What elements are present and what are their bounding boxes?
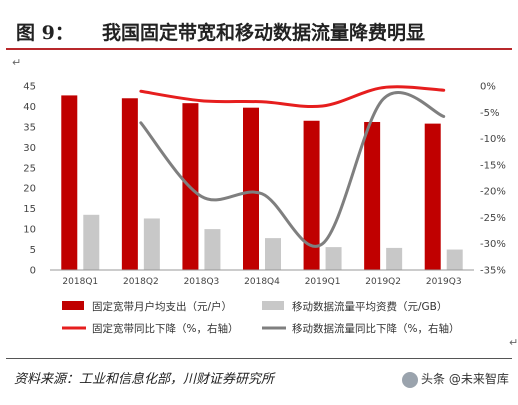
line-series-path (139, 85, 446, 109)
figure-title: 我国固定带宽和移动数据流量降费明显 (102, 22, 426, 44)
left-y-axis: 0 5 10 15 20 25 30 35 40 45 (23, 82, 36, 277)
source-note: 资料来源：工业和信息化部，川财证券研究所 (14, 372, 275, 387)
source-divider (6, 358, 512, 359)
return-mark-icon: ↵ (12, 56, 22, 69)
watermark: 头条 @未来智库 (402, 370, 509, 388)
right-tick-label: -30% (480, 239, 506, 250)
legend-label: 移动数据流量平均资费（元/GB） (292, 300, 447, 313)
bar (121, 98, 138, 270)
right-tick-label: -20% (480, 187, 506, 198)
legend-swatch (262, 301, 284, 310)
bar (424, 123, 441, 270)
line-series-path (139, 91, 446, 248)
right-tick-label: -25% (480, 213, 506, 224)
bar-series (61, 95, 463, 270)
left-tick-label: 5 (30, 245, 36, 256)
right-tick-label: -15% (480, 160, 506, 171)
watermark-text: 头条 @未来智库 (421, 372, 509, 386)
category-label: 2019Q3 (426, 277, 462, 287)
bar (325, 247, 342, 270)
left-tick-label: 30 (23, 143, 36, 154)
left-tick-label: 10 (23, 225, 36, 236)
left-tick-label: 45 (23, 82, 36, 93)
category-label: 2018Q1 (62, 277, 98, 287)
bar (83, 214, 100, 270)
bar (61, 95, 78, 270)
line-series (139, 85, 446, 248)
combo-chart: 0 5 10 15 20 25 30 35 40 45 0% -5% -10% -15% -20% -25%… (23, 82, 506, 336)
watermark-logo-icon (402, 371, 418, 388)
legend-label: 固定宽带月户均支出（元/户） (92, 300, 232, 313)
bar (265, 238, 281, 270)
category-label: 2018Q2 (123, 277, 159, 287)
left-tick-label: 15 (23, 204, 36, 215)
left-tick-label: 20 (23, 184, 36, 195)
left-tick-label: 35 (23, 122, 36, 133)
legend-swatch (62, 301, 84, 310)
bar (204, 229, 221, 270)
right-tick-label: -10% (480, 134, 506, 145)
figure-label: 图 9： (16, 22, 74, 44)
left-tick-label: 40 (23, 102, 36, 113)
title-bar: 图 9： 我国固定带宽和移动数据流量降费明显 (6, 8, 512, 50)
left-tick-label: 0 (30, 266, 36, 277)
right-tick-label: 0% (480, 82, 496, 93)
bar (364, 121, 381, 270)
legend-label: 固定宽带同比下降（%，右轴） (92, 322, 238, 335)
return-mark-icon: ↵ (509, 336, 518, 349)
bar (303, 120, 320, 270)
right-y-axis: 0% -5% -10% -15% -20% -25% -30% -35% (480, 82, 506, 277)
bar (143, 218, 160, 270)
right-tick-label: -35% (480, 266, 506, 277)
category-label: 2019Q2 (365, 277, 401, 287)
category-label: 2019Q1 (305, 277, 341, 287)
legend-label: 移动数据流量同比下降（%，右轴） (292, 322, 459, 335)
bar (446, 249, 463, 270)
category-label: 2018Q4 (244, 277, 280, 287)
chart-legend: 固定宽带月户均支出（元/户） 移动数据流量平均资费（元/GB） 固定宽带同比下降（%… (62, 300, 459, 335)
right-tick-label: -5% (480, 108, 499, 119)
bar (243, 107, 259, 270)
bar (386, 247, 403, 270)
category-label: 2018Q3 (184, 277, 220, 287)
x-axis-categories: 2018Q1 2018Q2 2018Q3 2018Q4 2019Q1 2019Q2 2019… (50, 269, 474, 287)
left-tick-label: 25 (23, 163, 36, 174)
